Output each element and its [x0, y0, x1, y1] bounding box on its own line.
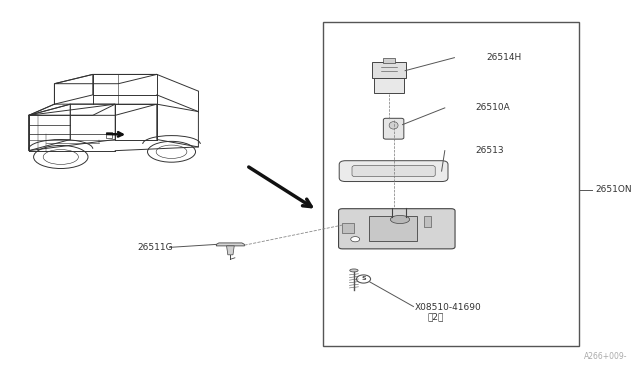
Polygon shape	[227, 246, 234, 255]
Text: S: S	[361, 276, 366, 282]
Ellipse shape	[390, 215, 410, 224]
Text: 26513: 26513	[475, 146, 504, 155]
Bar	[424, 216, 431, 227]
Ellipse shape	[351, 237, 360, 242]
FancyBboxPatch shape	[369, 216, 417, 241]
Text: 2651ON: 2651ON	[595, 185, 632, 194]
Bar	[106, 132, 112, 138]
FancyBboxPatch shape	[383, 118, 404, 139]
Text: 26514H: 26514H	[486, 53, 522, 62]
Ellipse shape	[389, 122, 398, 129]
Text: X08510-41690: X08510-41690	[415, 303, 481, 312]
Text: A266+009-: A266+009-	[584, 352, 627, 361]
FancyBboxPatch shape	[372, 62, 406, 78]
FancyBboxPatch shape	[339, 209, 455, 249]
FancyBboxPatch shape	[352, 166, 435, 177]
Text: 26511G: 26511G	[138, 243, 173, 252]
Text: （2）: （2）	[428, 312, 444, 321]
Polygon shape	[216, 243, 244, 246]
FancyBboxPatch shape	[383, 58, 395, 63]
Ellipse shape	[349, 269, 358, 272]
FancyBboxPatch shape	[339, 161, 448, 182]
FancyBboxPatch shape	[374, 78, 404, 93]
Bar	[342, 223, 354, 232]
Bar	[323, 22, 579, 346]
Text: 26510A: 26510A	[475, 103, 509, 112]
